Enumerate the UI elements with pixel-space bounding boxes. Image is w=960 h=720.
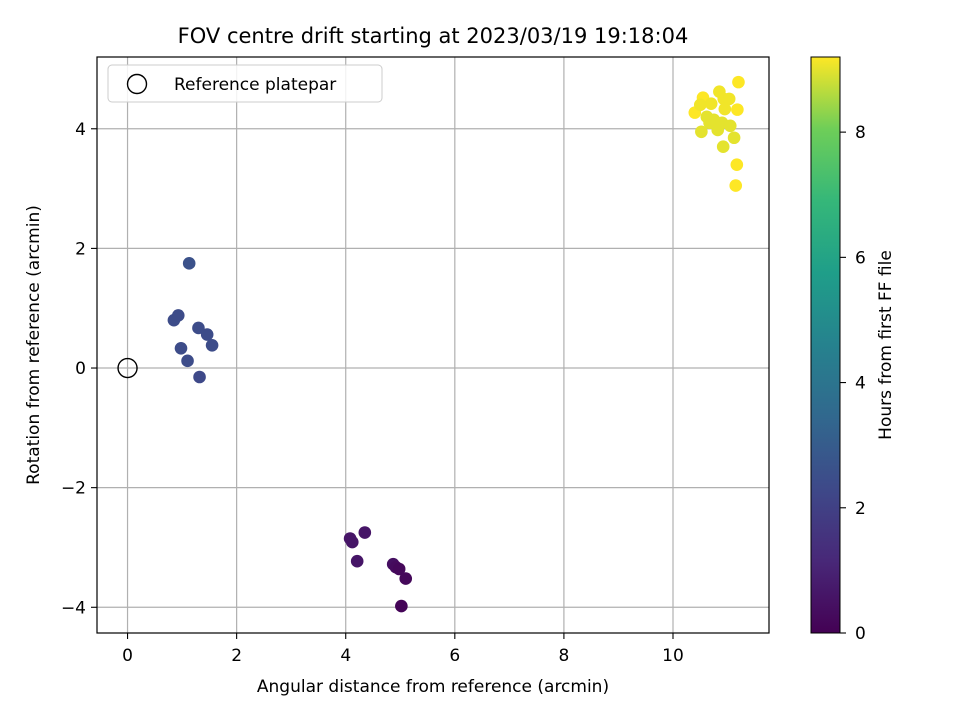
x-axis-label: Angular distance from reference (arcmin) <box>257 677 609 697</box>
x-tick-label: 6 <box>449 646 460 666</box>
y-axis-label: Rotation from reference (arcmin) <box>24 205 44 485</box>
x-tick-label: 0 <box>122 646 133 666</box>
data-point <box>392 562 406 576</box>
chart-title: FOV centre drift starting at 2023/03/19 … <box>178 24 689 48</box>
y-tick-label: 0 <box>75 359 86 379</box>
legend: Reference platepar <box>107 64 383 103</box>
colorbar-tick-label: 8 <box>855 123 866 143</box>
data-point <box>718 102 732 116</box>
data-point <box>200 328 214 341</box>
colorbar-tick-label: 2 <box>855 499 866 519</box>
y-tick-label: −4 <box>61 598 86 618</box>
data-point <box>193 370 206 384</box>
data-point <box>723 119 737 133</box>
colorbar-tick-label: 6 <box>855 248 866 268</box>
colorbar-label: Hours from first FF file <box>876 250 896 440</box>
data-point <box>704 97 718 110</box>
legend-entry-reference: Reference platepar <box>174 75 336 95</box>
colorbar-gradient <box>810 56 841 634</box>
data-point <box>729 179 743 192</box>
x-tick-label: 4 <box>340 646 351 666</box>
data-point <box>727 131 741 145</box>
data-point <box>192 321 205 335</box>
grid <box>97 57 769 633</box>
data-point <box>205 338 219 352</box>
data-point <box>174 341 188 355</box>
data-point <box>350 554 364 568</box>
reference-platepar-point <box>117 357 138 379</box>
data-point <box>731 103 744 116</box>
colorbar: 0 2 4 6 8 Hours from first FF file <box>810 56 896 644</box>
y-tick-label: −2 <box>61 479 86 499</box>
data-point <box>182 257 196 270</box>
colorbar-tick-label: 0 <box>855 624 866 644</box>
data-point <box>703 116 716 130</box>
data-point <box>693 98 707 112</box>
data-point <box>345 535 359 549</box>
data-point <box>399 572 413 585</box>
data-point <box>722 92 736 106</box>
data-point <box>395 599 408 613</box>
plot-frame <box>96 56 770 634</box>
data-point <box>716 140 730 154</box>
data-point <box>732 75 745 89</box>
x-axis-ticks: 0 2 4 6 8 10 <box>122 633 684 666</box>
colorbar-ticks: 0 2 4 6 8 <box>840 123 866 644</box>
legend-box <box>107 64 383 103</box>
y-axis-ticks: −4 −2 0 2 4 <box>61 120 97 618</box>
data-point <box>358 526 372 539</box>
y-tick-label: 2 <box>75 239 86 259</box>
colorbar-tick-label: 4 <box>855 374 866 394</box>
data-point <box>171 309 185 322</box>
x-tick-label: 2 <box>231 646 242 666</box>
data-points <box>117 75 745 613</box>
data-point <box>730 158 744 171</box>
data-point <box>695 125 708 139</box>
y-tick-label: 4 <box>75 120 86 140</box>
legend-marker-reference <box>126 73 148 95</box>
data-point <box>711 123 725 137</box>
data-point <box>181 354 194 368</box>
x-tick-label: 8 <box>558 646 569 666</box>
x-tick-label: 10 <box>662 646 684 666</box>
